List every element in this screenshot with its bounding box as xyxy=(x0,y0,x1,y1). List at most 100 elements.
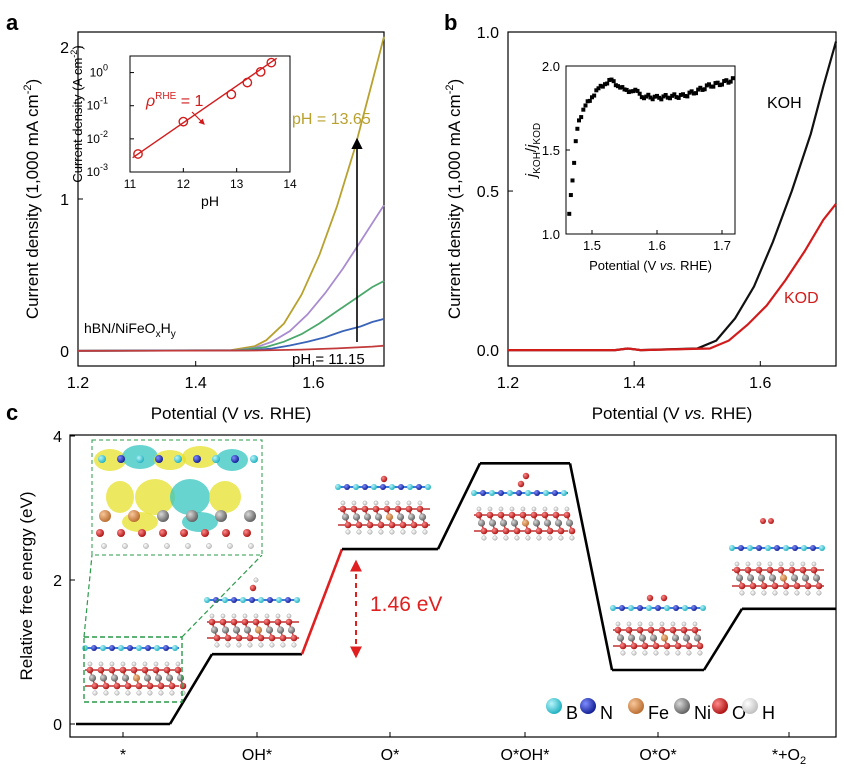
nitrogen-atom xyxy=(285,597,291,603)
oxygen-atom xyxy=(771,582,779,590)
inset-y-tick-label: 2.0 xyxy=(542,59,560,74)
nickel-atom xyxy=(276,626,285,634)
iron-atom xyxy=(99,510,111,522)
hydrogen-atom xyxy=(476,506,482,512)
hydrogen-atom xyxy=(620,650,626,656)
boron-atom xyxy=(819,545,825,551)
hydrogen-atom xyxy=(103,690,109,696)
hydrogen-atom xyxy=(739,590,745,596)
nickel-atom xyxy=(363,513,372,521)
hydrogen-atom xyxy=(286,613,292,619)
nickel-atom xyxy=(565,519,574,527)
hydrogen-atom xyxy=(136,690,142,696)
oxygen-atom xyxy=(179,682,187,690)
ratio-data-point xyxy=(624,87,629,92)
panel-b-ticks: 1.2 1.4 1.6 0.0 0.5 1.0 xyxy=(477,25,772,392)
hydrogen-atom xyxy=(800,561,806,567)
panel-c-ylabel: Relative free energy (eV) xyxy=(17,492,36,681)
nickel-atom xyxy=(418,513,427,521)
hydrogen-atom xyxy=(536,535,542,541)
nitrogen-atom xyxy=(380,484,386,490)
oxygen-atom xyxy=(641,642,649,650)
nitrogen-atom xyxy=(756,545,762,551)
panel-a-series xyxy=(77,36,385,352)
inset-ylabel: Current density (A cm-2) xyxy=(69,45,85,182)
inset-ylabel-sub: KOD xyxy=(532,123,543,145)
nickel-atom xyxy=(801,574,810,582)
hydrogen-atom xyxy=(131,661,137,667)
panel-b-series xyxy=(508,41,838,352)
boron-atom xyxy=(700,605,706,611)
legend-label: Fe xyxy=(648,703,669,723)
hydrogen-atom xyxy=(811,561,817,567)
oxygen-atom xyxy=(685,642,693,650)
hydrogen-atom xyxy=(503,535,509,541)
rate-limiting-step xyxy=(300,548,344,655)
panel-c-frame xyxy=(69,434,837,738)
boron-atom xyxy=(765,545,771,551)
hydrogen-atom xyxy=(525,535,531,541)
oxygen-atom xyxy=(546,527,554,535)
oxygen-atom xyxy=(180,529,188,537)
nitrogen-atom xyxy=(163,645,169,651)
step-label-sub: 2 xyxy=(800,755,806,767)
inset-frame xyxy=(129,55,291,173)
hydrogen-atom xyxy=(236,642,242,648)
ratio-data-point xyxy=(581,107,586,112)
ratio-data-point xyxy=(611,79,616,84)
boron-atom xyxy=(204,597,210,603)
oxygen-atom xyxy=(372,505,380,513)
legend-label: N xyxy=(600,703,613,723)
nickel-atom xyxy=(210,626,219,634)
hydrogen-atom xyxy=(291,642,297,648)
boron-atom xyxy=(425,484,431,490)
ratio-data-point xyxy=(642,96,646,101)
inset-y-tick-label: 10-1 xyxy=(87,96,108,113)
series-line xyxy=(77,318,385,352)
inset-y-tick-exp: -2 xyxy=(100,129,108,139)
oxygen-atom xyxy=(279,634,287,642)
ratio-data-point xyxy=(722,79,727,84)
oxygen-atom xyxy=(241,618,249,626)
ratio-data-point xyxy=(567,211,572,216)
legend-swatch xyxy=(628,698,644,714)
boron-atom xyxy=(628,605,634,611)
oxygen-atom xyxy=(663,642,671,650)
ratio-data-point xyxy=(648,95,653,100)
oxygen-atom xyxy=(243,529,251,537)
charge-accumulation xyxy=(106,481,134,513)
inset-ylabel-j: j xyxy=(523,173,540,179)
hydrogen-atom xyxy=(351,500,357,506)
step-label: O*OH* xyxy=(501,747,550,764)
ratio-data-point xyxy=(663,93,668,98)
ratio-data-point xyxy=(661,94,666,99)
nitrogen-atom xyxy=(480,490,486,496)
nickel-atom xyxy=(757,574,766,582)
panel-a-ylabel: Current density (1,000 mA cm-2) xyxy=(22,79,42,319)
oxygen-atom xyxy=(530,511,538,519)
hydrogen-atom xyxy=(631,650,637,656)
nickel-atom xyxy=(543,519,552,527)
legend-label: H xyxy=(762,703,775,723)
nitrogen-atom xyxy=(193,455,201,463)
oxygen-atom xyxy=(410,521,418,529)
ratio-data-point xyxy=(720,82,724,87)
boron-atom xyxy=(240,597,246,603)
inset-xlabel: Potential (V vs. RHE) xyxy=(589,258,712,273)
series-line xyxy=(77,280,385,352)
ratio-data-point xyxy=(685,94,690,99)
iron-atom xyxy=(660,634,669,642)
atomic-structures xyxy=(82,439,825,703)
adsorbed-oxygen xyxy=(522,472,530,480)
hydrogen-atom xyxy=(367,529,373,535)
hydrogen-atom xyxy=(734,561,740,567)
boron-atom xyxy=(543,490,549,496)
panel-a-inset: 11 12 13 14 10-3 10-2 10-1 100 pH Current density… xyxy=(69,45,297,209)
nitrogen-atom xyxy=(792,545,798,551)
boron-atom xyxy=(747,545,753,551)
panel-c-letter: c xyxy=(6,400,18,425)
oxygen-atom xyxy=(102,682,110,690)
ph-bottom-annotation: pH = 11.15 xyxy=(292,351,365,368)
oxygen-atom xyxy=(263,618,271,626)
